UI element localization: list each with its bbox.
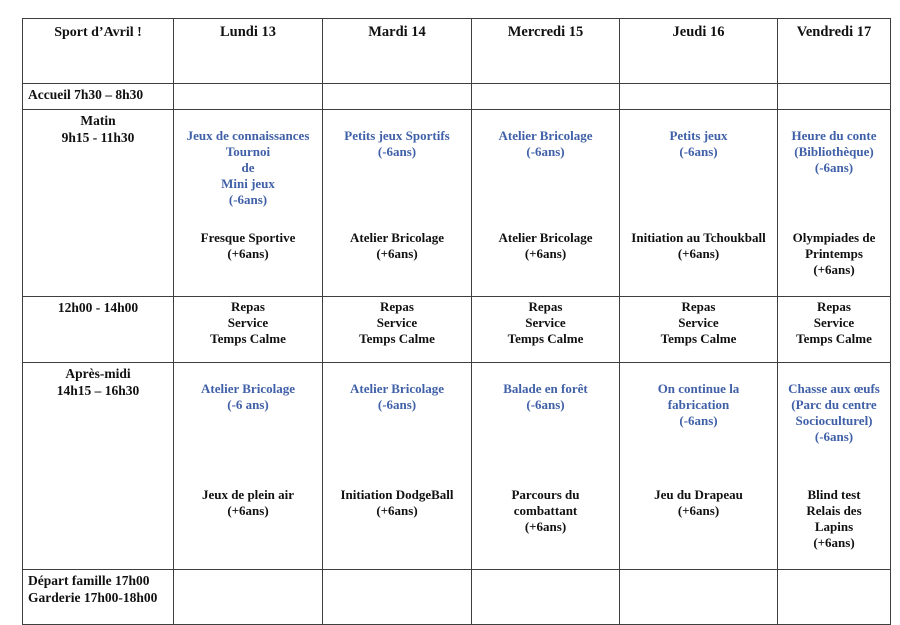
cell-depart-jeudi: [619, 569, 778, 625]
cell-depart-vendredi: [777, 569, 891, 625]
activity-under6: Atelier Bricolage (-6ans): [350, 381, 444, 412]
cell-apresmidi-lundi: Atelier Bricolage (-6 ans) Jeux de plein…: [173, 362, 323, 570]
cell-apresmidi-vendredi: Chasse aux œufs (Parc du centre Sociocul…: [777, 362, 891, 570]
row-label-accueil: Accueil 7h30 – 8h30: [22, 83, 174, 110]
activity-over6: Initiation DodgeBall (+6ans): [340, 487, 454, 518]
day-header-mercredi: Mercredi 15: [471, 18, 620, 84]
table-title: Sport d’Avril !: [22, 18, 174, 84]
cell-midi-mercredi: Repas Service Temps Calme: [471, 296, 620, 363]
activity-over6: Parcours du combattant (+6ans): [511, 487, 580, 534]
cell-matin-mardi: Petits jeux Sportifs (-6ans) Atelier Bri…: [322, 109, 472, 297]
schedule-table: Sport d’Avril ! Lundi 13 Mardi 14 Mercre…: [22, 18, 891, 625]
cell-accueil-mercredi: [471, 83, 620, 110]
cell-apresmidi-mardi: Atelier Bricolage (-6ans) Initiation Dod…: [322, 362, 472, 570]
cell-matin-jeudi: Petits jeux (-6ans) Initiation au Tchouk…: [619, 109, 778, 297]
activity-under6: On continue la fabrication (-6ans): [657, 381, 740, 428]
activity-under6: Atelier Bricolage (-6ans): [498, 128, 593, 159]
row-label-midi: 12h00 - 14h00: [22, 296, 174, 363]
schedule-document: Sport d’Avril ! Lundi 13 Mardi 14 Mercre…: [22, 18, 891, 625]
row-label-matin: Matin 9h15 - 11h30: [22, 109, 174, 297]
cell-depart-mardi: [322, 569, 472, 625]
activity-under6: Petits jeux Sportifs (-6ans): [344, 128, 450, 159]
row-label-apresmidi: Après-midi 14h15 – 16h30: [22, 362, 174, 570]
activity-under6: Jeux de connaissances Tournoi de Mini je…: [186, 128, 310, 207]
cell-midi-mardi: Repas Service Temps Calme: [322, 296, 472, 363]
activity-over6: Blind test Relais des Lapins (+6ans): [806, 487, 862, 550]
day-header-mardi: Mardi 14: [322, 18, 472, 84]
activity-over6: Fresque Sportive (+6ans): [200, 230, 296, 261]
activity-over6: Jeux de plein air (+6ans): [201, 487, 295, 518]
cell-accueil-lundi: [173, 83, 323, 110]
cell-apresmidi-mercredi: Balade en forêt (-6ans) Parcours du comb…: [471, 362, 620, 570]
activity-over6: Initiation au Tchoukball (+6ans): [631, 230, 766, 261]
cell-matin-mercredi: Atelier Bricolage (-6ans) Atelier Bricol…: [471, 109, 620, 297]
activity-over6: Atelier Bricolage (+6ans): [498, 230, 593, 261]
cell-accueil-jeudi: [619, 83, 778, 110]
cell-matin-lundi: Jeux de connaissances Tournoi de Mini je…: [173, 109, 323, 297]
cell-apresmidi-jeudi: On continue la fabrication (-6ans) Jeu d…: [619, 362, 778, 570]
cell-midi-lundi: Repas Service Temps Calme: [173, 296, 323, 363]
cell-matin-vendredi: Heure du conte (Bibliothèque) (-6ans) Ol…: [777, 109, 891, 297]
cell-depart-mercredi: [471, 569, 620, 625]
cell-depart-lundi: [173, 569, 323, 625]
activity-over6: Olympiades de Printemps (+6ans): [792, 230, 876, 277]
cell-midi-vendredi: Repas Service Temps Calme: [777, 296, 891, 363]
cell-accueil-vendredi: [777, 83, 891, 110]
activity-under6: Chasse aux œufs (Parc du centre Sociocul…: [788, 381, 880, 444]
activity-under6: Atelier Bricolage (-6 ans): [201, 381, 295, 412]
activity-over6: Jeu du Drapeau (+6ans): [654, 487, 743, 518]
activity-under6: Heure du conte (Bibliothèque) (-6ans): [791, 128, 877, 175]
day-header-vendredi: Vendredi 17: [777, 18, 891, 84]
row-label-depart: Départ famille 17h00 Garderie 17h00-18h0…: [22, 569, 174, 625]
cell-midi-jeudi: Repas Service Temps Calme: [619, 296, 778, 363]
day-header-lundi: Lundi 13: [173, 18, 323, 84]
day-header-jeudi: Jeudi 16: [619, 18, 778, 84]
activity-under6: Petits jeux (-6ans): [669, 128, 728, 159]
activity-under6: Balade en forêt (-6ans): [503, 381, 588, 412]
cell-accueil-mardi: [322, 83, 472, 110]
activity-over6: Atelier Bricolage (+6ans): [350, 230, 444, 261]
